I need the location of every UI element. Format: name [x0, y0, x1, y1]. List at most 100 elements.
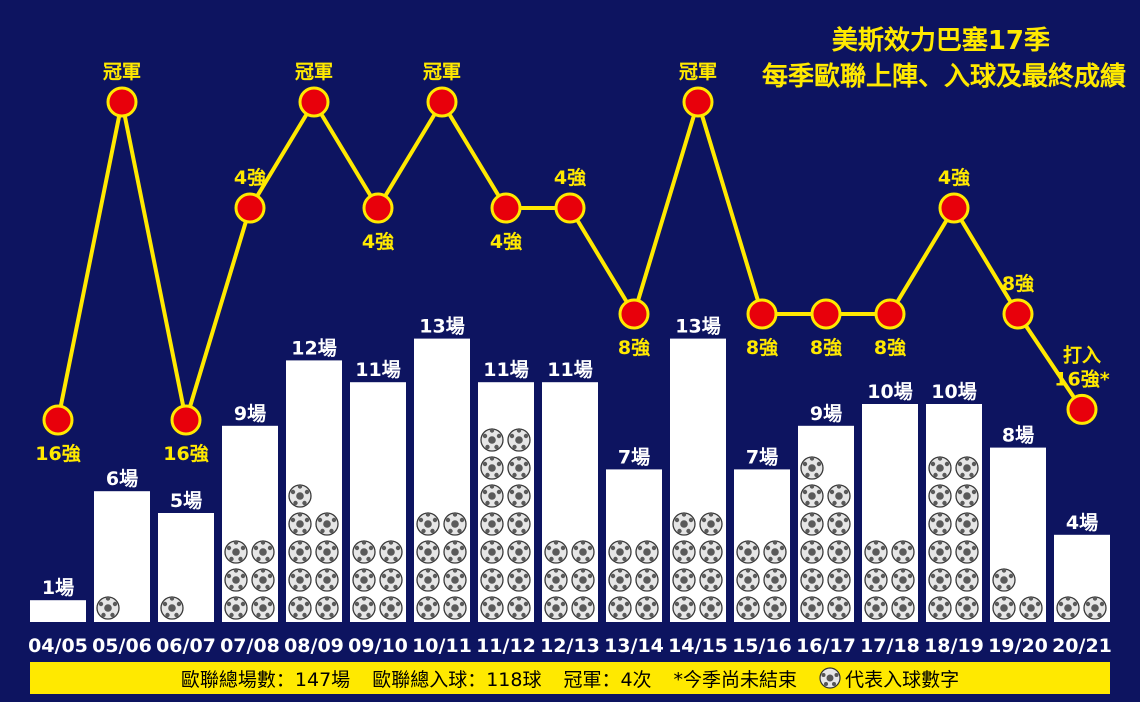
- bar-label: 1場: [42, 577, 74, 599]
- football-icon: [827, 540, 851, 564]
- football-icon: [379, 568, 403, 592]
- finish-label: 8強: [618, 337, 650, 359]
- bar-label: 11場: [355, 359, 400, 381]
- football-icon: [672, 512, 696, 536]
- football-icon: [544, 596, 568, 620]
- finish-label: 打入 16強*: [1054, 343, 1109, 390]
- finish-marker: [426, 86, 458, 118]
- football-icon: [288, 568, 312, 592]
- football-icon: [635, 596, 659, 620]
- football-icon: [224, 540, 248, 564]
- football-icon: [800, 568, 824, 592]
- football-icon: [864, 540, 888, 564]
- football-icon: [608, 540, 632, 564]
- football-icon: [928, 456, 952, 480]
- bar-label: 11場: [483, 359, 528, 381]
- football-icon: [955, 484, 979, 508]
- finish-label: 4強: [490, 231, 522, 253]
- football-icon: [507, 596, 531, 620]
- football-icon: [635, 568, 659, 592]
- finish-label: 冠軍: [295, 61, 333, 83]
- football-icon: [416, 512, 440, 536]
- finish-marker: [746, 298, 778, 330]
- finish-marker: [682, 86, 714, 118]
- football-icon: [352, 596, 376, 620]
- season-label: 16/17: [796, 635, 856, 657]
- football-icon: [544, 540, 568, 564]
- bar-label: 13場: [675, 316, 720, 338]
- season-note: *今季尚未結束: [673, 668, 798, 691]
- football-icon: [480, 596, 504, 620]
- football-icon: [891, 568, 915, 592]
- season-label: 20/21: [1052, 635, 1112, 657]
- football-icon: [507, 456, 531, 480]
- football-icon: [800, 456, 824, 480]
- bar-label: 8場: [1002, 425, 1034, 447]
- legend: 代表入球數字: [819, 665, 959, 692]
- chart-title: 美斯效力巴塞17季: [831, 26, 1050, 56]
- finish-marker: [298, 86, 330, 118]
- football-icon: [352, 540, 376, 564]
- football-icon: [955, 512, 979, 536]
- football-icon: [827, 568, 851, 592]
- football-icon: [416, 540, 440, 564]
- football-icon: [288, 512, 312, 536]
- football-icon: [699, 596, 723, 620]
- legend-label: 代表入球數字: [845, 668, 960, 691]
- football-icon: [480, 484, 504, 508]
- season-label: 05/06: [92, 635, 152, 657]
- football-icon: [800, 512, 824, 536]
- football-icon: [827, 596, 851, 620]
- bar: [990, 447, 1046, 622]
- football-icon: [288, 540, 312, 564]
- football-icon: [736, 568, 760, 592]
- football-icon: [379, 596, 403, 620]
- football-icon: [480, 568, 504, 592]
- football-icon: [571, 596, 595, 620]
- season-label: 13/14: [604, 635, 664, 657]
- football-icon: [955, 540, 979, 564]
- total-goals: 歐聯總入球：118球: [372, 668, 542, 691]
- bar-label: 12場: [291, 337, 336, 359]
- football-icon: [315, 512, 339, 536]
- finish-label: 8強: [1002, 273, 1034, 295]
- finish-label: 4強: [938, 167, 970, 189]
- football-icon: [1019, 596, 1043, 620]
- finish-label: 8強: [810, 337, 842, 359]
- football-icon: [379, 540, 403, 564]
- finish-marker: [362, 192, 394, 224]
- football-icon: [992, 596, 1016, 620]
- finish-label: 4強: [234, 167, 266, 189]
- football-icon: [928, 512, 952, 536]
- football-icon: [928, 540, 952, 564]
- football-icon: [315, 568, 339, 592]
- season-label: 19/20: [988, 635, 1048, 657]
- finish-marker: [554, 192, 586, 224]
- chart-subtitle: 每季歐聯上陣、入球及最終成績: [761, 62, 1126, 92]
- football-icon: [955, 456, 979, 480]
- bar: [222, 425, 278, 622]
- football-icon: [571, 568, 595, 592]
- finish-marker: [234, 192, 266, 224]
- football-icon: [507, 484, 531, 508]
- football-icon: [800, 540, 824, 564]
- football-icon: [928, 484, 952, 508]
- football-icon: [480, 428, 504, 452]
- football-icon: [827, 484, 851, 508]
- bar-label: 11場: [547, 359, 592, 381]
- finish-label: 冠軍: [423, 61, 461, 83]
- football-icon: [763, 568, 787, 592]
- football-icon: [507, 512, 531, 536]
- football-icon: [507, 540, 531, 564]
- football-icon: [992, 568, 1016, 592]
- football-icon: [672, 568, 696, 592]
- football-icon: [571, 540, 595, 564]
- season-label: 10/11: [412, 635, 472, 657]
- football-icon: [672, 540, 696, 564]
- bar-label: 10場: [931, 381, 976, 403]
- bar-label: 9場: [234, 403, 266, 425]
- football-icon: [819, 667, 841, 689]
- football-icon: [763, 540, 787, 564]
- season-label: 11/12: [476, 635, 536, 657]
- football-icon: [443, 596, 467, 620]
